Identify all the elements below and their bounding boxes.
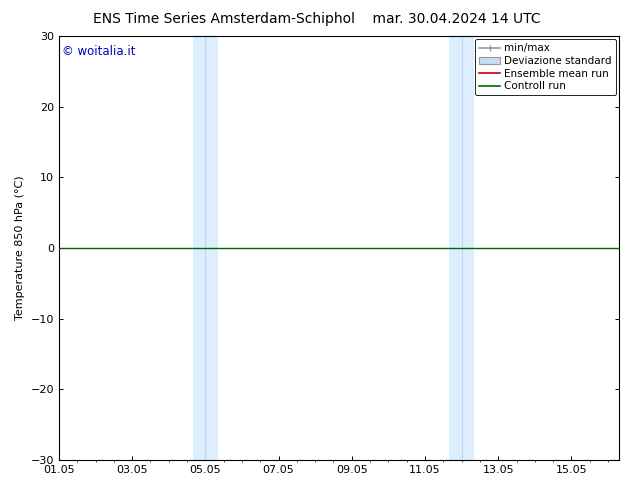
Bar	[449, 36, 474, 460]
Bar	[193, 36, 218, 460]
Y-axis label: Temperature 850 hPa (°C): Temperature 850 hPa (°C)	[15, 176, 25, 320]
Text: ENS Time Series Amsterdam-Schiphol    mar. 30.04.2024 14 UTC: ENS Time Series Amsterdam-Schiphol mar. …	[93, 12, 541, 26]
Text: © woitalia.it: © woitalia.it	[61, 45, 135, 58]
Legend: min/max, Deviazione standard, Ensemble mean run, Controll run: min/max, Deviazione standard, Ensemble m…	[475, 39, 616, 96]
